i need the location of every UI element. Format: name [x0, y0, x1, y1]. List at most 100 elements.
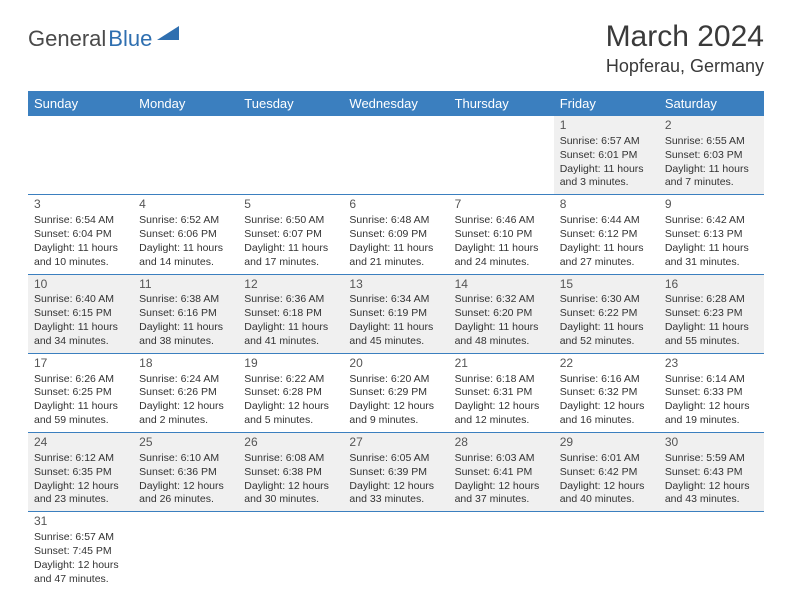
sunset-text: Sunset: 6:09 PM — [349, 228, 442, 242]
daylight-text: and 14 minutes. — [139, 256, 232, 270]
day-cell: 11Sunrise: 6:38 AMSunset: 6:16 PMDayligh… — [133, 274, 238, 353]
empty-cell — [449, 512, 554, 591]
daylight-text: and 3 minutes. — [560, 176, 653, 190]
sunset-text: Sunset: 6:13 PM — [665, 228, 758, 242]
location: Hopferau, Germany — [606, 56, 764, 77]
daylight-text: and 40 minutes. — [560, 493, 653, 507]
sunrise-text: Sunrise: 6:28 AM — [665, 293, 758, 307]
sunrise-text: Sunrise: 6:01 AM — [560, 452, 653, 466]
sunrise-text: Sunrise: 6:48 AM — [349, 214, 442, 228]
empty-cell — [449, 116, 554, 195]
daylight-text: and 45 minutes. — [349, 335, 442, 349]
daylight-text: Daylight: 11 hours — [244, 321, 337, 335]
calendar-week-row: 3Sunrise: 6:54 AMSunset: 6:04 PMDaylight… — [28, 195, 764, 274]
calendar-week-row: 31Sunrise: 6:57 AMSunset: 7:45 PMDayligh… — [28, 512, 764, 591]
daylight-text: and 43 minutes. — [665, 493, 758, 507]
empty-cell — [343, 116, 448, 195]
title-block: March 2024 Hopferau, Germany — [606, 20, 764, 77]
daylight-text: Daylight: 11 hours — [244, 242, 337, 256]
day-number: 19 — [244, 356, 337, 372]
sunset-text: Sunset: 6:38 PM — [244, 466, 337, 480]
day-number: 2 — [665, 118, 758, 134]
day-cell: 29Sunrise: 6:01 AMSunset: 6:42 PMDayligh… — [554, 433, 659, 512]
day-cell: 26Sunrise: 6:08 AMSunset: 6:38 PMDayligh… — [238, 433, 343, 512]
day-cell: 22Sunrise: 6:16 AMSunset: 6:32 PMDayligh… — [554, 353, 659, 432]
daylight-text: and 30 minutes. — [244, 493, 337, 507]
day-number: 21 — [455, 356, 548, 372]
day-number: 16 — [665, 277, 758, 293]
sunrise-text: Sunrise: 6:03 AM — [455, 452, 548, 466]
day-number: 25 — [139, 435, 232, 451]
daylight-text: Daylight: 12 hours — [349, 400, 442, 414]
day-cell: 4Sunrise: 6:52 AMSunset: 6:06 PMDaylight… — [133, 195, 238, 274]
day-number: 30 — [665, 435, 758, 451]
day-number: 23 — [665, 356, 758, 372]
day-number: 4 — [139, 197, 232, 213]
daylight-text: Daylight: 11 hours — [34, 400, 127, 414]
calendar-page: General Blue March 2024 Hopferau, German… — [0, 0, 792, 611]
sunrise-text: Sunrise: 6:57 AM — [560, 135, 653, 149]
day-number: 17 — [34, 356, 127, 372]
day-number: 10 — [34, 277, 127, 293]
daylight-text: Daylight: 11 hours — [34, 321, 127, 335]
sunset-text: Sunset: 6:04 PM — [34, 228, 127, 242]
day-number: 18 — [139, 356, 232, 372]
daylight-text: Daylight: 12 hours — [665, 400, 758, 414]
daylight-text: Daylight: 12 hours — [560, 400, 653, 414]
day-cell: 20Sunrise: 6:20 AMSunset: 6:29 PMDayligh… — [343, 353, 448, 432]
sunset-text: Sunset: 6:12 PM — [560, 228, 653, 242]
empty-cell — [343, 512, 448, 591]
sunset-text: Sunset: 6:39 PM — [349, 466, 442, 480]
day-cell: 10Sunrise: 6:40 AMSunset: 6:15 PMDayligh… — [28, 274, 133, 353]
daylight-text: and 33 minutes. — [349, 493, 442, 507]
col-sunday: Sunday — [28, 91, 133, 116]
daylight-text: and 24 minutes. — [455, 256, 548, 270]
header: General Blue March 2024 Hopferau, German… — [28, 20, 764, 77]
day-number: 1 — [560, 118, 653, 134]
col-friday: Friday — [554, 91, 659, 116]
daylight-text: Daylight: 12 hours — [34, 480, 127, 494]
daylight-text: Daylight: 11 hours — [349, 321, 442, 335]
sunset-text: Sunset: 6:35 PM — [34, 466, 127, 480]
sunrise-text: Sunrise: 6:55 AM — [665, 135, 758, 149]
page-title: March 2024 — [606, 20, 764, 54]
day-number: 13 — [349, 277, 442, 293]
sunrise-text: Sunrise: 6:52 AM — [139, 214, 232, 228]
daylight-text: Daylight: 12 hours — [244, 480, 337, 494]
day-number: 6 — [349, 197, 442, 213]
sunrise-text: Sunrise: 6:42 AM — [665, 214, 758, 228]
day-cell: 17Sunrise: 6:26 AMSunset: 6:25 PMDayligh… — [28, 353, 133, 432]
sunset-text: Sunset: 6:33 PM — [665, 386, 758, 400]
sunset-text: Sunset: 6:01 PM — [560, 149, 653, 163]
day-cell: 25Sunrise: 6:10 AMSunset: 6:36 PMDayligh… — [133, 433, 238, 512]
empty-cell — [133, 512, 238, 591]
day-number: 24 — [34, 435, 127, 451]
sunrise-text: Sunrise: 6:30 AM — [560, 293, 653, 307]
sunrise-text: Sunrise: 6:32 AM — [455, 293, 548, 307]
sunset-text: Sunset: 6:28 PM — [244, 386, 337, 400]
sunset-text: Sunset: 7:45 PM — [34, 545, 127, 559]
day-number: 27 — [349, 435, 442, 451]
sunrise-text: Sunrise: 5:59 AM — [665, 452, 758, 466]
daylight-text: Daylight: 11 hours — [349, 242, 442, 256]
empty-cell — [133, 116, 238, 195]
day-number: 9 — [665, 197, 758, 213]
col-monday: Monday — [133, 91, 238, 116]
logo-text-b: Blue — [108, 26, 152, 52]
day-cell: 14Sunrise: 6:32 AMSunset: 6:20 PMDayligh… — [449, 274, 554, 353]
day-cell: 18Sunrise: 6:24 AMSunset: 6:26 PMDayligh… — [133, 353, 238, 432]
daylight-text: and 2 minutes. — [139, 414, 232, 428]
daylight-text: and 16 minutes. — [560, 414, 653, 428]
daylight-text: Daylight: 11 hours — [560, 321, 653, 335]
sunrise-text: Sunrise: 6:50 AM — [244, 214, 337, 228]
daylight-text: and 5 minutes. — [244, 414, 337, 428]
col-tuesday: Tuesday — [238, 91, 343, 116]
daylight-text: and 7 minutes. — [665, 176, 758, 190]
sunrise-text: Sunrise: 6:26 AM — [34, 373, 127, 387]
logo-triangle-icon — [157, 26, 179, 45]
daylight-text: Daylight: 11 hours — [455, 321, 548, 335]
day-number: 11 — [139, 277, 232, 293]
daylight-text: Daylight: 11 hours — [665, 242, 758, 256]
sunset-text: Sunset: 6:41 PM — [455, 466, 548, 480]
day-cell: 24Sunrise: 6:12 AMSunset: 6:35 PMDayligh… — [28, 433, 133, 512]
